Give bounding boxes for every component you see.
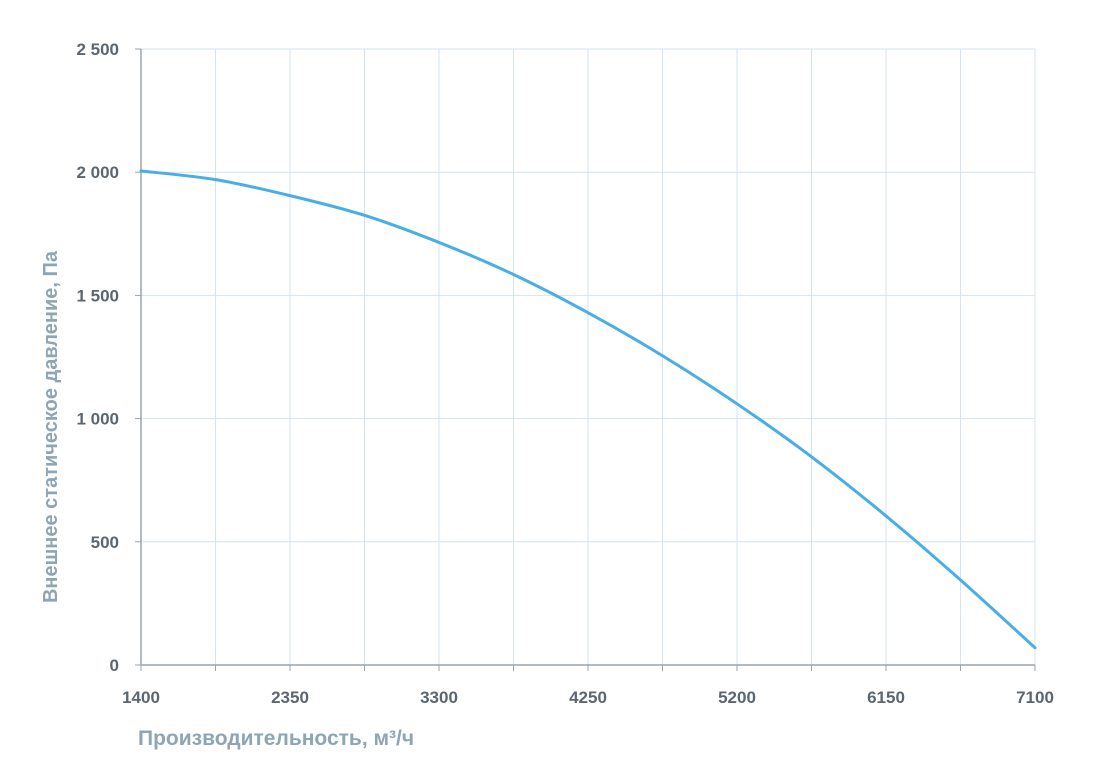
y-tick-label: 1 500 [76, 286, 119, 305]
axis-layer [135, 48, 1036, 671]
y-tick-label: 0 [110, 656, 119, 675]
x-tick-label: 5200 [718, 688, 756, 707]
y-tick-label: 2 000 [76, 163, 119, 182]
y-tick-label: 500 [91, 533, 119, 552]
y-axis-title: Внешнее статическое давление, Па [40, 250, 62, 603]
y-tick-label: 2 500 [76, 40, 119, 59]
series-line [139, 169, 1037, 650]
x-tick-label: 3300 [420, 688, 458, 707]
x-tick-label: 2350 [271, 688, 309, 707]
series-layer [139, 169, 1037, 650]
x-tick-label: 4250 [569, 688, 607, 707]
x-axis-title: Производительность, м³/ч [138, 727, 414, 750]
x-tick-label: 1400 [122, 688, 160, 707]
x-tick-label: 7100 [1016, 688, 1054, 707]
y-tick-label: 1 000 [76, 410, 119, 429]
x-tick-label: 6150 [867, 688, 905, 707]
grid-layer [141, 48, 1036, 665]
